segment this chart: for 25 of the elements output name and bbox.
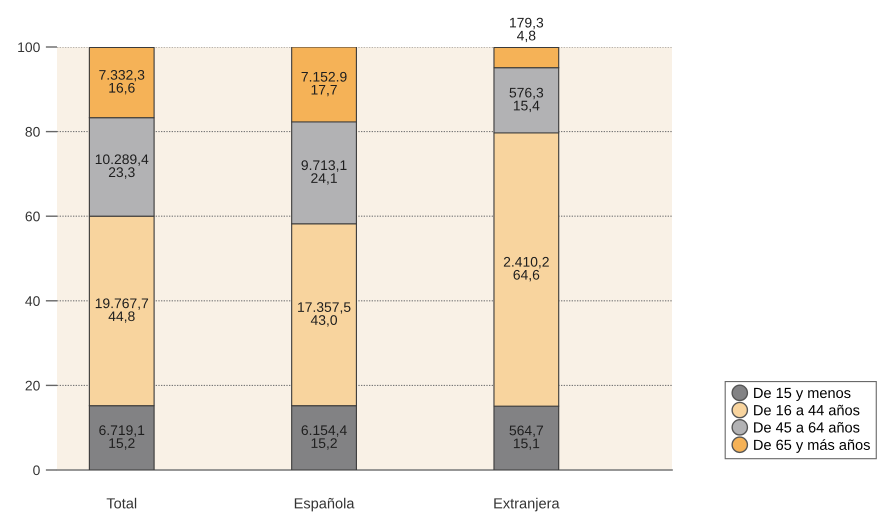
y-tick-label: 80 bbox=[25, 126, 40, 137]
legend-label: De 15 y menos bbox=[754, 388, 850, 401]
data-label: 10.289,4 23,3 bbox=[96, 154, 148, 179]
data-label: 19.767,7 44,8 bbox=[96, 298, 148, 323]
x-tick-label: Española bbox=[294, 498, 354, 512]
data-label: 2.410,2 64,6 bbox=[504, 256, 549, 282]
y-tick-label: 20 bbox=[26, 380, 40, 391]
y-tick-label: 60 bbox=[26, 212, 40, 222]
data-label: 7.152.9 17,7 bbox=[302, 72, 347, 96]
data-label: 9.713,1 24,1 bbox=[302, 160, 347, 185]
y-tick-label: 100 bbox=[18, 42, 40, 52]
data-label: 6.154,4 15,2 bbox=[302, 425, 347, 450]
legend-label: De 45 a 64 años bbox=[754, 422, 860, 433]
data-label: 7.332,3 16,6 bbox=[99, 70, 144, 94]
data-label: 576,3 15,4 bbox=[510, 88, 544, 112]
data-label: 6.719,1 15,2 bbox=[99, 425, 144, 450]
x-tick-label: Total bbox=[106, 498, 136, 508]
y-tick-label: 0 bbox=[33, 465, 40, 476]
data-label: 564,7 15,1 bbox=[510, 425, 544, 450]
y-tick-label: 40 bbox=[25, 296, 40, 306]
data-label: 179,3 4,8 bbox=[510, 18, 544, 42]
legend-label: De 65 y más años bbox=[754, 439, 870, 453]
x-tick-label: Extranjera bbox=[494, 498, 560, 512]
legend-label: De 16 a 44 años bbox=[754, 404, 860, 416]
data-label: 17.357,5 43,0 bbox=[298, 302, 350, 327]
